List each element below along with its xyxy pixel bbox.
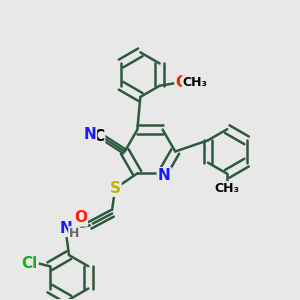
Text: Cl: Cl (21, 256, 38, 271)
Text: O: O (74, 210, 87, 225)
Text: N: N (158, 168, 170, 183)
Text: C: C (93, 129, 104, 144)
Text: CH₃: CH₃ (215, 182, 240, 195)
Text: H: H (69, 227, 80, 240)
Text: N: N (83, 127, 96, 142)
Text: N: N (60, 221, 72, 236)
Text: CH₃: CH₃ (183, 76, 208, 89)
Text: S: S (110, 181, 121, 196)
Text: O: O (176, 75, 188, 90)
